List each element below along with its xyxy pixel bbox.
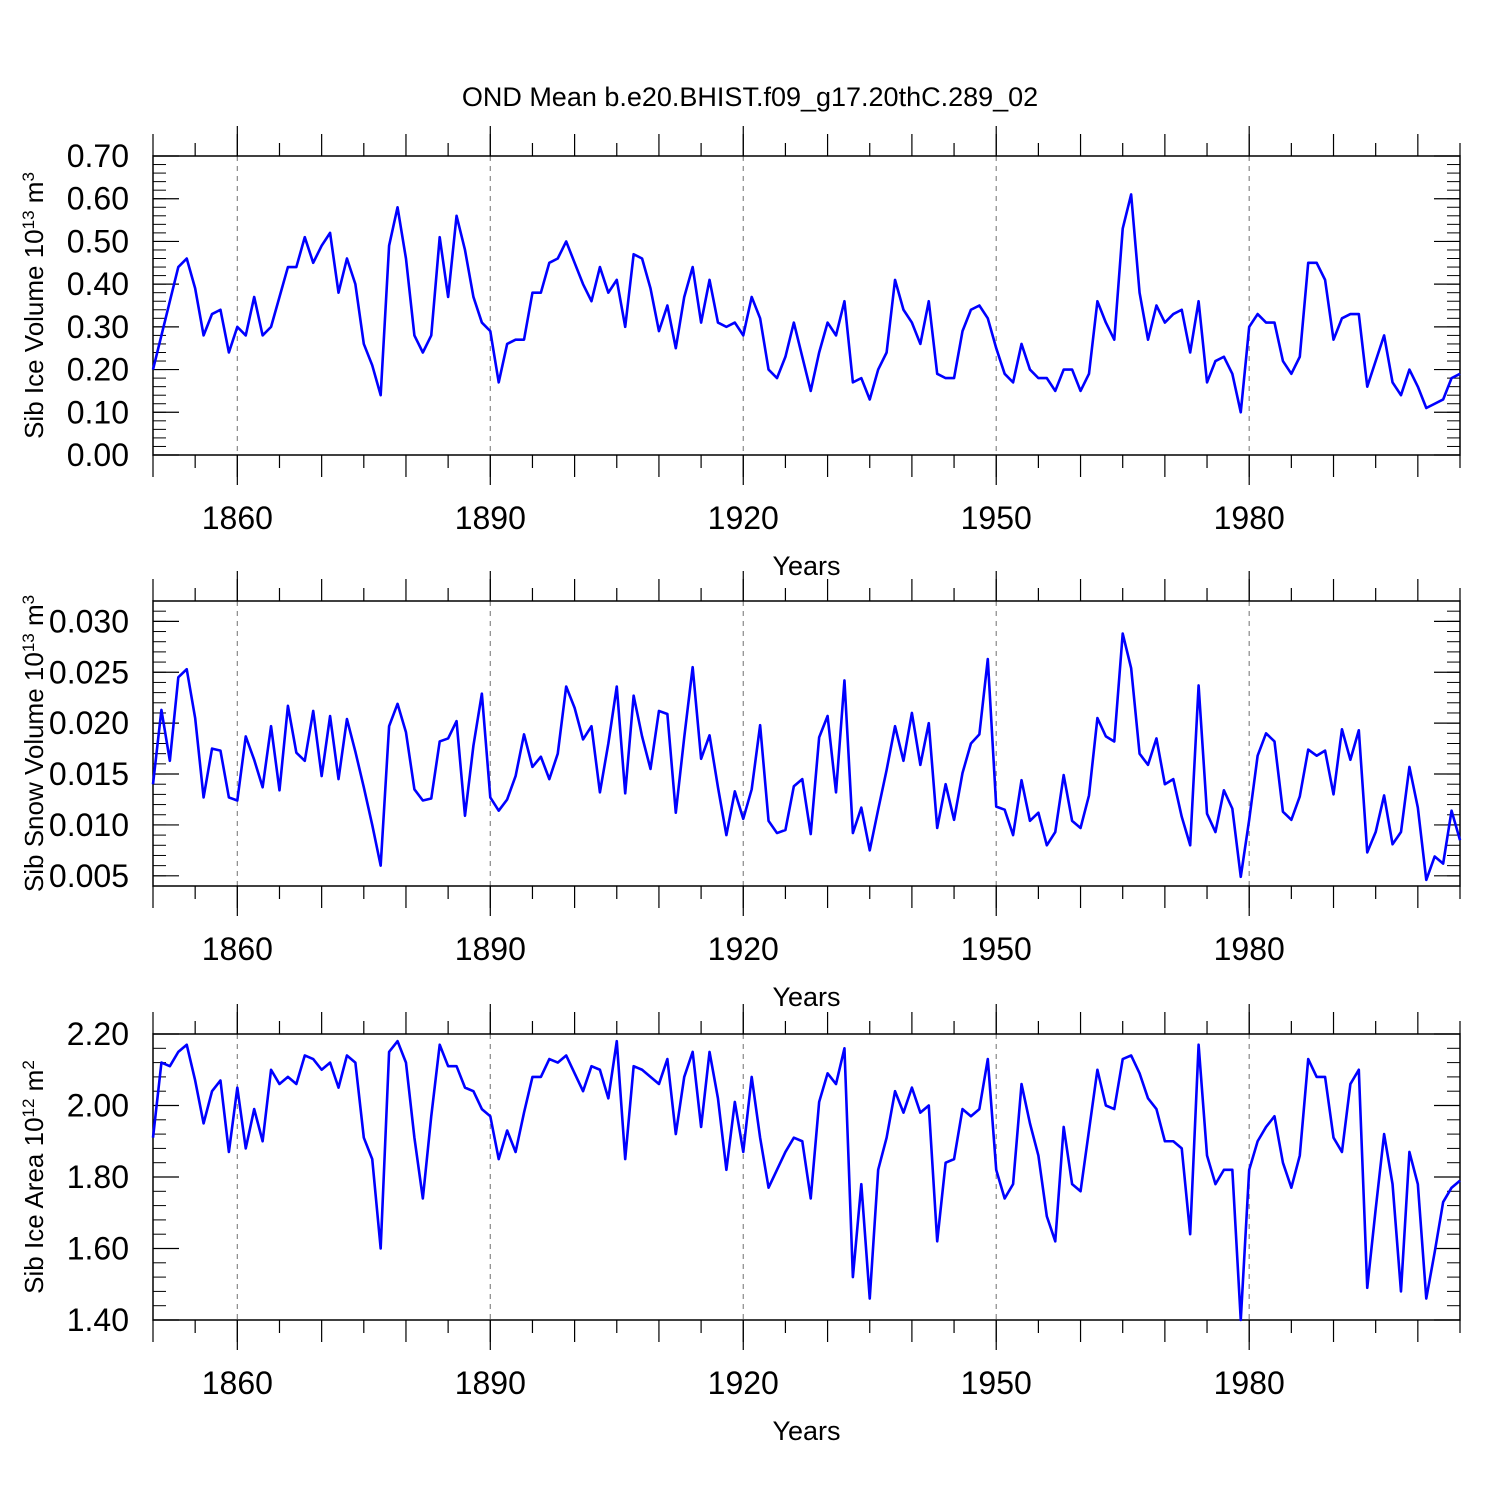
y-tick-label: 2.20 [67, 1016, 129, 1052]
y-axis-label-unit-base: 10 [19, 652, 49, 681]
y-tick-label: 1.40 [67, 1302, 129, 1338]
y-axis-label-unit-sym: m [19, 604, 49, 633]
y-tick-label: 0.030 [49, 603, 129, 639]
figure-title: OND Mean b.e20.BHIST.f09_g17.20thC.289_0… [462, 82, 1038, 112]
x-tick-label: 1980 [1214, 931, 1285, 967]
plot-frame [152, 155, 1461, 456]
y-axis-label-unit-sym: m [19, 182, 49, 211]
x-tick-label: 1920 [708, 931, 779, 967]
y-axis-label-unit-base: 10 [19, 229, 49, 258]
y-axis-label-unit-sym: m [19, 1070, 49, 1099]
x-tick-label: 1980 [1214, 500, 1285, 536]
x-tick-label: 1950 [961, 931, 1032, 967]
x-tick-label: 1950 [961, 500, 1032, 536]
x-tick-label: 1920 [708, 500, 779, 536]
y-tick-label: 0.20 [67, 352, 129, 388]
y-axis-label-unit-exp: 13 [19, 210, 38, 229]
x-tick-label: 1890 [455, 500, 526, 536]
x-tick-label: 1950 [961, 1365, 1032, 1401]
x-tick-label: 1860 [202, 1365, 273, 1401]
x-tick-label: 1860 [202, 931, 273, 967]
y-tick-label: 1.60 [67, 1231, 129, 1267]
series-line [151, 1039, 1461, 1322]
panel-1: 1860 1890 1920 1950 1980 0.00 0.10 0.20 0.30 0.40… [19, 126, 1461, 581]
y-tick-label: 0.010 [49, 807, 129, 843]
series-line [151, 632, 1462, 882]
y-axis-label: Sib Snow Volume 1013 m3 [19, 595, 50, 892]
y-axis-label: Sib Ice Volume 1013 m3 [19, 172, 50, 439]
y-tick-label: 0.005 [49, 858, 129, 894]
y-tick-label: 2.00 [67, 1088, 129, 1124]
y-tick-label: 0.60 [67, 181, 129, 217]
y-axis-label-unit-base: 10 [19, 1117, 49, 1146]
y-axis-label-ylabel: Sib Ice Area [19, 1146, 49, 1293]
series-line [151, 193, 1461, 414]
y-tick-label: 0.015 [49, 756, 129, 792]
y-axis-label-unit-pow: 3 [19, 172, 38, 181]
y-axis-label: Sib Ice Area 1012 m2 [19, 1060, 50, 1294]
y-tick-label: 1.80 [67, 1159, 129, 1195]
x-axis-label: Years [772, 1416, 840, 1446]
y-tick-label: 0.00 [67, 437, 129, 473]
y-tick-label: 0.020 [49, 705, 129, 741]
x-tick-label: 1980 [1214, 1365, 1285, 1401]
y-axis-label-ylabel: Sib Ice Volume [19, 258, 49, 439]
x-axis-label: Years [772, 551, 840, 581]
panel-2: 1860 1890 1920 1950 1980 0.005 0.010 0.015 0.020… [19, 571, 1462, 1012]
y-tick-label: 0.30 [67, 309, 129, 345]
y-axis-label-ylabel: Sib Snow Volume [19, 681, 49, 892]
y-tick-label: 0.70 [67, 138, 129, 174]
y-axis-label-unit-pow: 2 [19, 1060, 38, 1069]
panel-3: 1860 1890 1920 1950 1980 1.40 1.60 1.80 2.00 2.20… [19, 1004, 1461, 1446]
x-axis-label: Years [772, 982, 840, 1012]
x-tick-label: 1890 [455, 1365, 526, 1401]
y-axis-label-unit-exp: 13 [19, 633, 38, 652]
x-tick-label: 1860 [202, 500, 273, 536]
x-tick-label: 1890 [455, 931, 526, 967]
y-tick-label: 0.025 [49, 654, 129, 690]
y-axis-label-unit-exp: 12 [19, 1099, 38, 1118]
x-tick-label: 1920 [708, 1365, 779, 1401]
y-tick-label: 0.40 [67, 266, 129, 302]
panels: 1860 1890 1920 1950 1980 0.00 0.10 0.20 0.30 0.40… [19, 126, 1462, 1446]
y-tick-label: 0.10 [67, 394, 129, 430]
y-tick-label: 0.50 [67, 223, 129, 259]
y-axis-label-unit-pow: 3 [19, 595, 38, 604]
